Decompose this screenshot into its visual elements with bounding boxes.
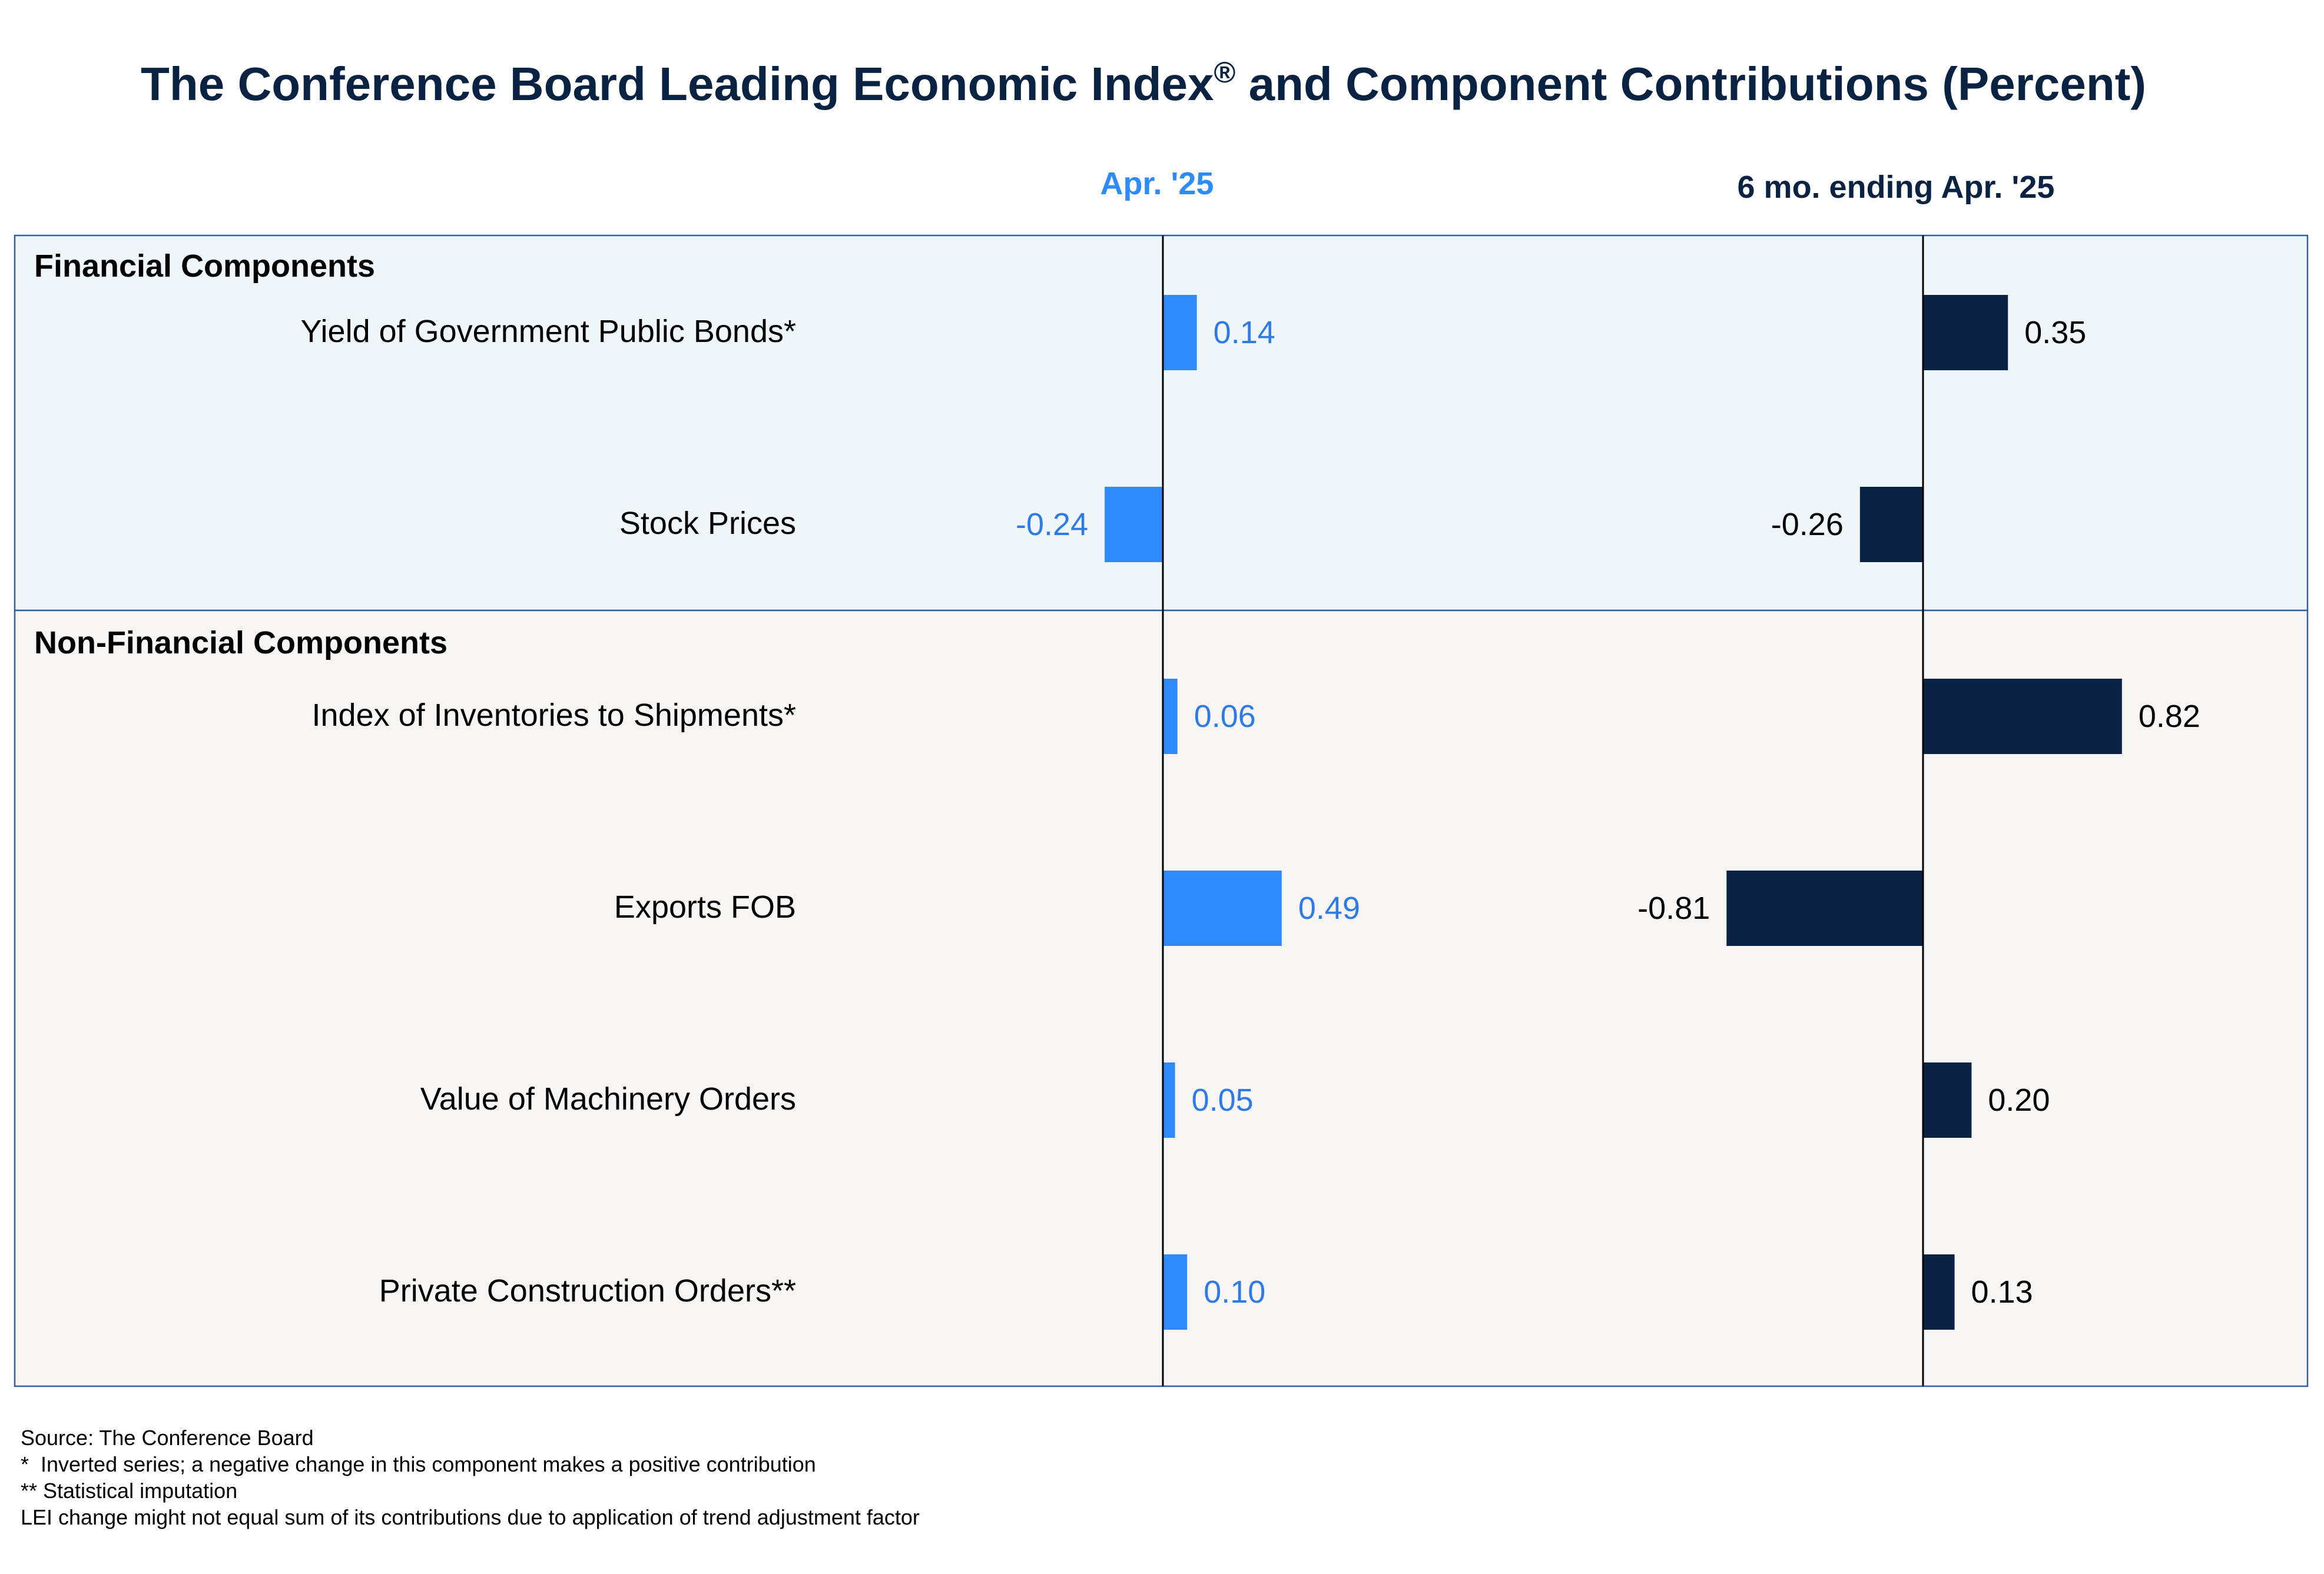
group-title-financial: Financial Components <box>34 248 375 284</box>
sixmo-bar <box>1923 1062 1972 1138</box>
title-main: The Conference Board Leading Economic In… <box>141 58 1214 110</box>
sixmo-bar <box>1859 487 1923 562</box>
sixmo-value-label: -0.81 <box>1637 891 1710 926</box>
sixmo-value-label: -0.26 <box>1771 507 1844 542</box>
apr-value-label: -0.24 <box>1016 507 1088 542</box>
apr-value-label: 0.14 <box>1214 315 1275 350</box>
footnote-source: Source: The Conference Board <box>21 1426 314 1450</box>
column-header-6mo: 6 mo. ending Apr. '25 <box>1738 170 2055 205</box>
sixmo-bar <box>1923 1254 1955 1330</box>
column-header-apr: Apr. '25 <box>1100 166 1214 201</box>
apr-value-label: 0.49 <box>1298 891 1360 926</box>
sixmo-value-label: 0.82 <box>2139 699 2200 734</box>
apr-bar <box>1163 679 1178 754</box>
group-title-nonfinancial: Non-Financial Components <box>34 625 447 660</box>
sixmo-bar <box>1726 871 1923 946</box>
category-label: Stock Prices <box>619 506 796 541</box>
sixmo-bar <box>1923 679 2122 754</box>
footnote-inverted: * Inverted series; a negative change in … <box>21 1452 816 1476</box>
title-registered-mark: ® <box>1214 56 1236 89</box>
sixmo-value-label: 0.35 <box>2024 315 2086 350</box>
chart-title: The Conference Board Leading Economic In… <box>141 56 2146 110</box>
footnote-trend: LEI change might not equal sum of its co… <box>21 1505 920 1529</box>
sixmo-value-label: 0.13 <box>1971 1274 2033 1310</box>
title-rest: and Component Contributions (Percent) <box>1235 58 2146 110</box>
sixmo-value-label: 0.20 <box>1988 1082 2050 1118</box>
bar-marks: 0.14 0.35 -0.24 -0.26 0.06 0.82 0.49 -0.81 0.05 0… <box>1016 295 2200 1330</box>
apr-bar <box>1163 295 1197 370</box>
apr-value-label: 0.10 <box>1204 1274 1265 1310</box>
category-label: Index of Inventories to Shipments* <box>312 698 796 733</box>
category-label: Yield of Government Public Bonds* <box>301 314 796 349</box>
apr-bar <box>1163 1254 1188 1330</box>
category-label: Exports FOB <box>614 889 796 925</box>
apr-value-label: 0.05 <box>1192 1082 1254 1118</box>
apr-value-label: 0.06 <box>1194 699 1256 734</box>
sixmo-bar <box>1923 295 2008 370</box>
apr-bar <box>1163 871 1282 946</box>
apr-bar <box>1105 487 1163 562</box>
category-label: Private Construction Orders** <box>379 1273 796 1309</box>
category-label: Value of Machinery Orders <box>420 1081 796 1117</box>
apr-bar <box>1163 1062 1175 1138</box>
footnote-imputation: ** Statistical imputation <box>21 1479 237 1503</box>
